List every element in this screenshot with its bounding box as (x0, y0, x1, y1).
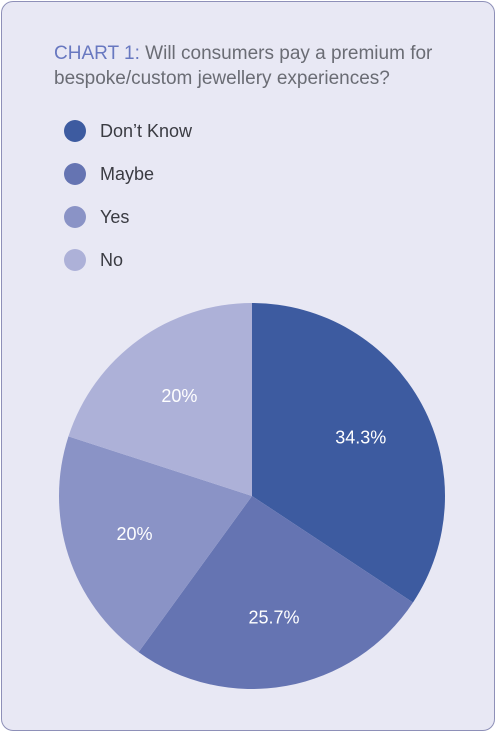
pie-slices (58, 303, 445, 689)
pie-slice-no (68, 303, 252, 496)
legend-label: Don’t Know (100, 121, 193, 141)
pie-slice-yes (58, 436, 252, 653)
legend-swatch (64, 163, 86, 185)
legend-swatch (64, 249, 86, 271)
pie-slice-dont-know (252, 303, 445, 603)
legend-label: Maybe (100, 164, 155, 184)
slice-label-yes: 20% (116, 524, 152, 544)
legend-label: No (100, 250, 124, 270)
chart-title: CHART 1: Will consumers pay a premium fo… (54, 41, 474, 91)
pie-slice-maybe (138, 496, 413, 689)
slice-label-no: 20% (161, 386, 197, 406)
legend-swatch (64, 206, 86, 228)
legend-label: Yes (100, 207, 130, 227)
chart-title-text: Will consumers pay a premium for bespoke… (54, 43, 433, 89)
legend-swatch (64, 120, 86, 142)
pie-labels: 34.3% 25.7% 20% 20% (116, 386, 386, 627)
chart-title-prefix: CHART 1: (54, 43, 140, 64)
slice-label-maybe: 25.7% (248, 608, 299, 628)
slice-label-dont-know: 34.3% (335, 428, 386, 448)
